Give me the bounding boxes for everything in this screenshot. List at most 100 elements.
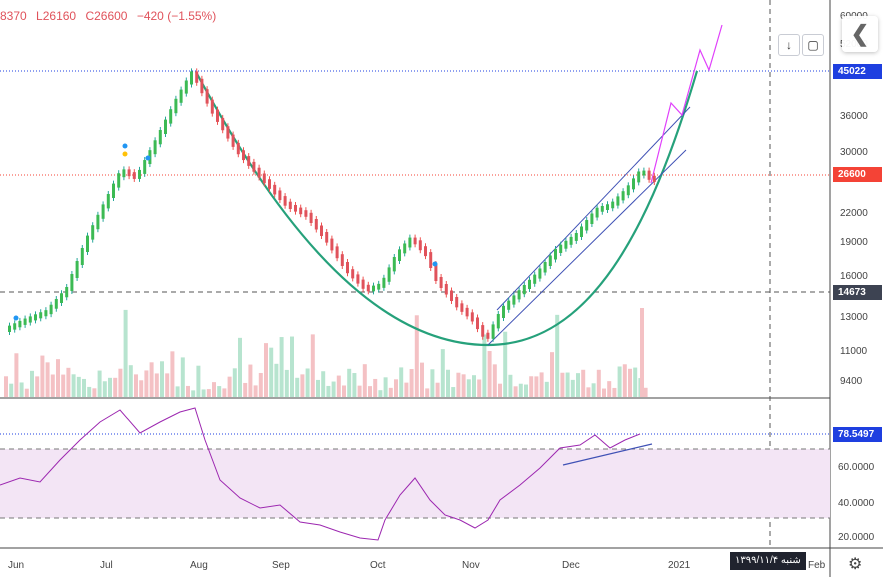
high-price-tag: 45022 <box>833 64 882 79</box>
candle-body <box>86 235 89 252</box>
volume-bar <box>165 373 170 397</box>
volume-bar <box>24 388 29 397</box>
volume-bar <box>87 386 92 397</box>
candle-body <box>450 290 453 301</box>
candle-body <box>366 284 370 292</box>
volume-bar <box>461 374 466 397</box>
time-axis-label: Feb <box>808 560 826 571</box>
time-axis-label: Sep <box>272 560 290 571</box>
volume-bar <box>430 369 435 397</box>
rsi-trendline <box>562 443 653 466</box>
candle-body <box>70 274 74 291</box>
time-axis-label: 2021 <box>668 560 691 571</box>
candle-body <box>273 184 277 195</box>
volume-bar <box>534 376 539 397</box>
candle-body <box>512 295 516 305</box>
candle-body <box>320 225 323 236</box>
candle-body <box>112 183 115 198</box>
candle-body <box>548 255 552 266</box>
candle-body <box>132 172 136 179</box>
candle-body <box>574 233 578 241</box>
volume-bar <box>108 377 112 397</box>
candle-body <box>117 173 121 188</box>
candle-body <box>564 240 568 249</box>
candle-body <box>138 169 141 179</box>
candle-body <box>632 178 635 190</box>
volume-bar <box>50 374 55 397</box>
volume-bar <box>56 359 60 397</box>
volume-bar <box>212 382 216 397</box>
volume-bar <box>596 369 601 397</box>
candle-body <box>174 98 178 114</box>
candle-body <box>439 277 443 288</box>
volume-bar <box>409 369 414 397</box>
candle-body <box>226 126 230 139</box>
candle-body <box>621 191 625 201</box>
candle-body <box>127 169 131 177</box>
candle-body <box>418 240 422 251</box>
rsi-line <box>0 407 641 541</box>
volume-bar <box>284 369 289 397</box>
candle-body <box>481 325 485 337</box>
candle-body <box>543 262 547 273</box>
volume-bar <box>191 390 196 397</box>
price-tick-label: 30000 <box>840 147 868 158</box>
current-price-tag: 26600 <box>833 167 882 182</box>
signal-dot <box>122 151 128 157</box>
gear-icon[interactable]: ⚙ <box>848 556 863 573</box>
volume-bar <box>180 357 185 397</box>
candle-body <box>465 307 469 317</box>
chevron-left-icon[interactable]: ❮ <box>842 16 878 52</box>
candle-body <box>434 264 438 281</box>
volume-bar <box>373 378 378 397</box>
rsi-band <box>0 449 830 518</box>
volume-bar <box>102 381 107 397</box>
candle-body <box>496 314 500 329</box>
volume-bar <box>420 362 424 397</box>
fullscreen-icon[interactable]: ▢ <box>802 34 824 56</box>
volume-bar <box>274 363 279 397</box>
volume-bar <box>529 376 534 397</box>
volume-bar <box>539 372 544 397</box>
signal-dot <box>122 143 128 149</box>
volume-bar <box>633 367 638 397</box>
volume-bar <box>243 382 248 397</box>
candle-body <box>28 316 32 323</box>
volume-bar <box>248 364 253 397</box>
candle-body <box>340 254 344 266</box>
volume-bar <box>399 367 404 397</box>
candle-body <box>122 169 126 178</box>
candle-body <box>164 119 167 134</box>
volume-bar <box>414 315 419 397</box>
volume-bar <box>82 378 86 397</box>
arrow-down-icon[interactable]: ↓ <box>778 34 800 56</box>
rsi-tick-label: 20.0000 <box>838 532 875 543</box>
volume-bar <box>472 375 476 397</box>
candle-body <box>216 109 219 122</box>
volume-bar <box>14 353 19 397</box>
volume-bar <box>487 351 492 397</box>
level-price-tag: 14673 <box>833 285 882 300</box>
volume-bar <box>477 379 482 397</box>
candle-body <box>252 161 256 172</box>
volume-bar <box>466 379 471 397</box>
volume-bar <box>482 334 487 397</box>
candle-body <box>361 279 365 289</box>
candle-body <box>236 142 240 155</box>
volume-bar <box>591 383 596 397</box>
candle-body <box>382 277 386 288</box>
volume-bar <box>30 370 34 397</box>
candle-body <box>611 201 615 209</box>
ohlc-change: −420 (−1.55%) <box>136 9 217 23</box>
volume-bar <box>66 367 71 397</box>
volume-bar <box>76 376 81 397</box>
candle-body <box>559 244 563 253</box>
volume-bar <box>326 385 331 397</box>
time-axis-label: Oct <box>370 560 386 571</box>
volume-bar <box>232 368 237 397</box>
candle-body <box>616 196 620 206</box>
volume-bar <box>643 387 648 397</box>
candle-body <box>590 213 594 224</box>
candle-body <box>356 274 360 284</box>
